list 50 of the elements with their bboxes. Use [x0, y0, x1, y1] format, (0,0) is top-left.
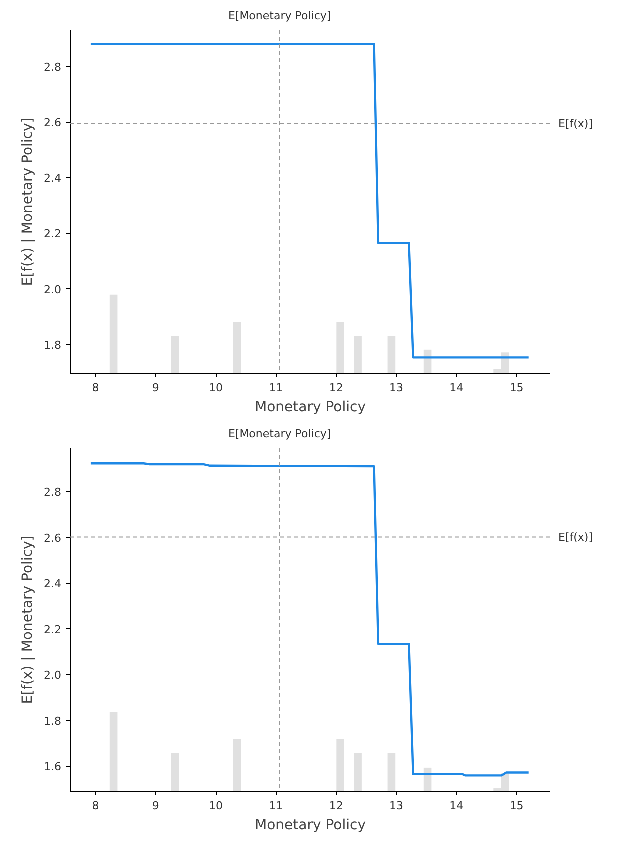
ref-line-label: E[Monetary Policy] [228, 10, 332, 22]
x-tick-label: 11 [269, 382, 284, 394]
bar [354, 753, 362, 792]
y-axis-title: E[f(x) | Monetary Policy] [20, 536, 36, 704]
line-series [90, 462, 530, 777]
x-tick-label: 9 [152, 382, 160, 394]
ref-line-label: E[f(x)] [558, 530, 593, 544]
x-tick-label: 14 [450, 382, 464, 394]
x-tick-label: 9 [152, 800, 160, 812]
x-axis-title: Monetary Policy [255, 400, 366, 416]
x-tick-label: 15 [510, 382, 524, 394]
bar [388, 336, 396, 374]
y-tick-label: 2.8 [44, 61, 62, 74]
y-tick-label: 1.6 [44, 760, 62, 774]
x-tick-label: 8 [92, 382, 100, 394]
bar [388, 753, 396, 792]
x-tick-label: 12 [329, 382, 344, 394]
bar [233, 322, 242, 374]
x-tick-label: 10 [209, 382, 224, 394]
bar [110, 712, 118, 792]
bar [171, 753, 180, 792]
bar [336, 322, 344, 374]
bar [354, 336, 362, 374]
y-tick-label: 2.6 [44, 116, 62, 130]
bar [171, 336, 180, 374]
y-tick-label: 2.0 [44, 669, 62, 682]
x-tick-label: 14 [450, 800, 464, 812]
x-tick-label: 10 [209, 800, 224, 812]
y-tick-label: 1.8 [44, 338, 62, 352]
bar [110, 294, 118, 374]
y-tick-label: 2.4 [44, 172, 62, 186]
y-tick-label: 2.8 [44, 486, 62, 500]
y-tick-label: 2.0 [44, 283, 62, 296]
x-tick-label: 8 [92, 800, 100, 812]
y-tick-label: 2.4 [44, 578, 62, 591]
y-tick-label: 2.2 [44, 228, 62, 241]
y-tick-label: 2.2 [44, 623, 62, 636]
y-tick-label: 1.8 [44, 714, 62, 728]
x-tick-label: 11 [269, 800, 284, 812]
bar [336, 739, 344, 792]
x-axis-title: Monetary Policy [255, 818, 366, 834]
y-axis-title: E[f(x) | Monetary Policy] [20, 118, 36, 286]
y-tick-label: 2.6 [44, 532, 62, 545]
x-tick-label: 13 [390, 382, 404, 394]
bar [233, 739, 242, 792]
x-tick-label: 12 [329, 800, 344, 812]
ref-line-label: E[f(x)] [558, 117, 593, 130]
x-tick-label: 15 [510, 800, 524, 812]
x-tick-label: 13 [390, 800, 404, 812]
ref-line-label: E[Monetary Policy] [228, 428, 332, 440]
